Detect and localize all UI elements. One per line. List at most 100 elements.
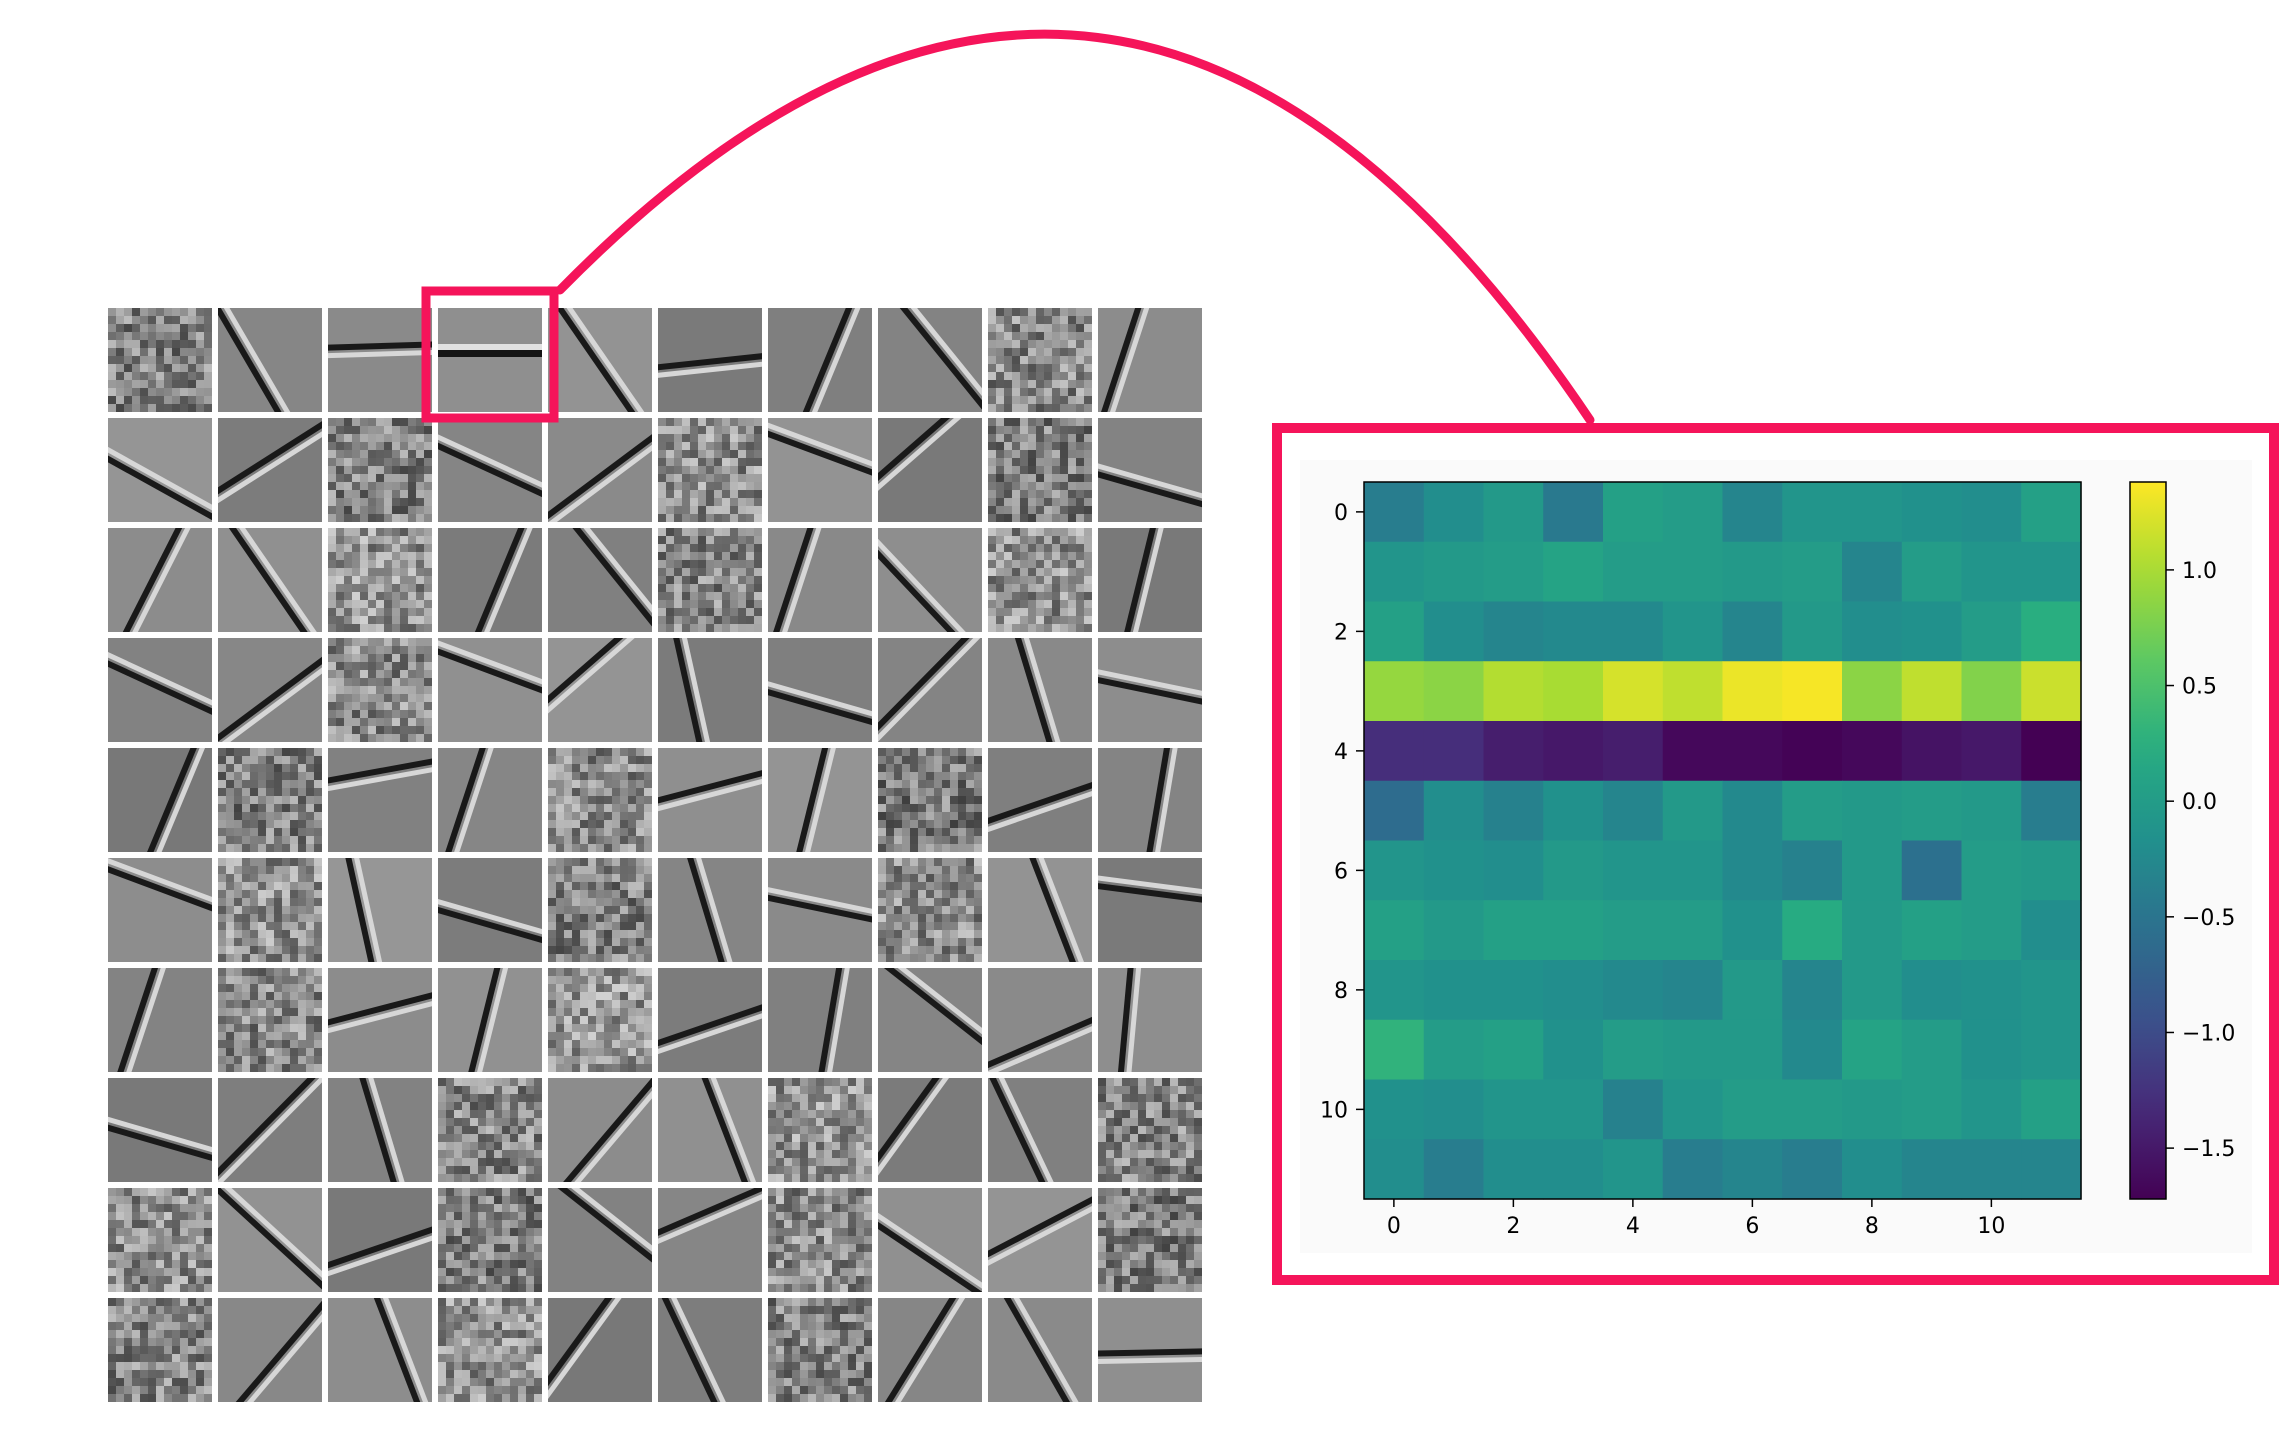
filter-tile bbox=[438, 1298, 542, 1402]
filter-tile bbox=[548, 858, 652, 962]
filter-tile bbox=[768, 1188, 872, 1292]
filter-tile bbox=[218, 1298, 322, 1402]
filter-tile bbox=[218, 1188, 322, 1292]
heatmap-cell bbox=[1842, 840, 1903, 901]
heatmap-cell bbox=[1603, 780, 1664, 842]
filter-tile bbox=[878, 418, 982, 522]
heatmap-cell bbox=[1364, 960, 1425, 1021]
heatmap-cell bbox=[1423, 900, 1485, 961]
filter-tile bbox=[108, 1298, 212, 1402]
heatmap-cell bbox=[1961, 900, 2022, 961]
heatmap-cell bbox=[1364, 840, 1425, 901]
heatmap-cell bbox=[1543, 661, 1604, 722]
heatmap-cell bbox=[1364, 1079, 1425, 1140]
filter-tile bbox=[1098, 528, 1202, 632]
heatmap-cell bbox=[1483, 541, 1544, 603]
heatmap-axes-frame bbox=[1363, 481, 2082, 1200]
heatmap-cell bbox=[1961, 1019, 2022, 1081]
heatmap-cell bbox=[1483, 1019, 1544, 1081]
filter-tile bbox=[438, 308, 542, 412]
heatmap-cell bbox=[1782, 840, 1843, 901]
filter-tile bbox=[548, 638, 652, 742]
filter-tile bbox=[218, 418, 322, 522]
filter-tile bbox=[1098, 1078, 1202, 1182]
heatmap-cell bbox=[1782, 721, 1843, 782]
filter-tile bbox=[328, 528, 432, 632]
filter-tile bbox=[548, 748, 652, 852]
heatmap-cell bbox=[1961, 1139, 2022, 1200]
heatmap-cell bbox=[1662, 900, 1724, 961]
colorbar-tick-label: −1.0 bbox=[2182, 1021, 2235, 1046]
heatmap-cell bbox=[1842, 601, 1903, 662]
heatmap-cell bbox=[1901, 780, 1963, 842]
heatmap-cell bbox=[1961, 482, 2022, 543]
y-tick-label: 10 bbox=[1320, 1098, 1348, 1123]
colorbar-tick-label: 1.0 bbox=[2182, 559, 2217, 584]
colorbar-tick-label: −0.5 bbox=[2182, 906, 2235, 931]
filter-tile bbox=[768, 1078, 872, 1182]
heatmap-cell bbox=[1662, 1079, 1724, 1140]
filter-tile bbox=[218, 858, 322, 962]
heatmap-cell bbox=[1782, 900, 1843, 961]
heatmap-cell bbox=[1603, 1079, 1664, 1140]
filter-tile bbox=[328, 1078, 432, 1182]
heatmap-cell bbox=[1782, 1139, 1843, 1200]
filter-tile bbox=[658, 1298, 762, 1402]
heatmap-cell bbox=[1483, 601, 1544, 662]
heatmap-cell bbox=[1543, 721, 1604, 782]
filter-tile bbox=[328, 308, 432, 412]
x-tick-label: 10 bbox=[1977, 1214, 2005, 1239]
heatmap-cell bbox=[1483, 1139, 1544, 1200]
heatmap-cell bbox=[1543, 482, 1604, 543]
heatmap-cell bbox=[2021, 541, 2082, 603]
filter-tile bbox=[108, 1188, 212, 1292]
filter-tile bbox=[218, 748, 322, 852]
filter-tile bbox=[768, 528, 872, 632]
heatmap-cell bbox=[1662, 960, 1724, 1021]
heatmap-cell bbox=[1842, 1079, 1903, 1140]
filter-tile bbox=[878, 858, 982, 962]
heatmap-cell bbox=[1961, 661, 2022, 722]
heatmap-cell bbox=[1901, 661, 1963, 722]
heatmap-cell bbox=[1662, 1019, 1724, 1081]
filter-tile bbox=[108, 968, 212, 1072]
filter-tile bbox=[328, 968, 432, 1072]
filter-tile bbox=[1098, 968, 1202, 1072]
heatmap-panel: 0 2 4 6 8 10 0 2 4 6 8 10 1.0 0.5 0.0 −0.5 −1.0 −1.5 bbox=[1272, 423, 2279, 1285]
filter-tile bbox=[1098, 1188, 1202, 1292]
filter-tile bbox=[438, 1078, 542, 1182]
heatmap-cell bbox=[1603, 601, 1664, 662]
filter-tile bbox=[108, 418, 212, 522]
connector-arc bbox=[555, 29, 1595, 425]
heatmap-cell bbox=[2021, 840, 2082, 901]
heatmap-cell bbox=[1901, 601, 1963, 662]
filter-tile bbox=[328, 858, 432, 962]
filter-tile bbox=[438, 858, 542, 962]
colorbar bbox=[2129, 481, 2167, 1200]
heatmap-cell bbox=[1543, 601, 1604, 662]
heatmap-cell bbox=[1662, 601, 1724, 662]
heatmap-cell bbox=[2021, 1019, 2082, 1081]
heatmap-cell bbox=[1423, 482, 1485, 543]
heatmap-cell bbox=[1722, 900, 1783, 961]
filter-tile bbox=[1098, 1298, 1202, 1402]
heatmap-cell bbox=[2021, 601, 2082, 662]
filter-tile bbox=[658, 638, 762, 742]
heatmap-cell bbox=[1423, 1079, 1485, 1140]
heatmap-cell bbox=[1901, 541, 1963, 603]
filter-tile bbox=[878, 1298, 982, 1402]
filter-tile bbox=[768, 638, 872, 742]
heatmap-cell bbox=[1483, 960, 1544, 1021]
y-tick-label: 0 bbox=[1334, 501, 1348, 526]
filter-tile bbox=[878, 528, 982, 632]
filter-tile bbox=[218, 968, 322, 1072]
heatmap-cell bbox=[1603, 661, 1664, 722]
filter-tile bbox=[328, 748, 432, 852]
heatmap-cell bbox=[1364, 780, 1425, 842]
heatmap-cell bbox=[1842, 780, 1903, 842]
filter-tile bbox=[438, 418, 542, 522]
heatmap-cell bbox=[1782, 960, 1843, 1021]
heatmap-cell bbox=[1782, 541, 1843, 603]
filter-tile bbox=[548, 1078, 652, 1182]
